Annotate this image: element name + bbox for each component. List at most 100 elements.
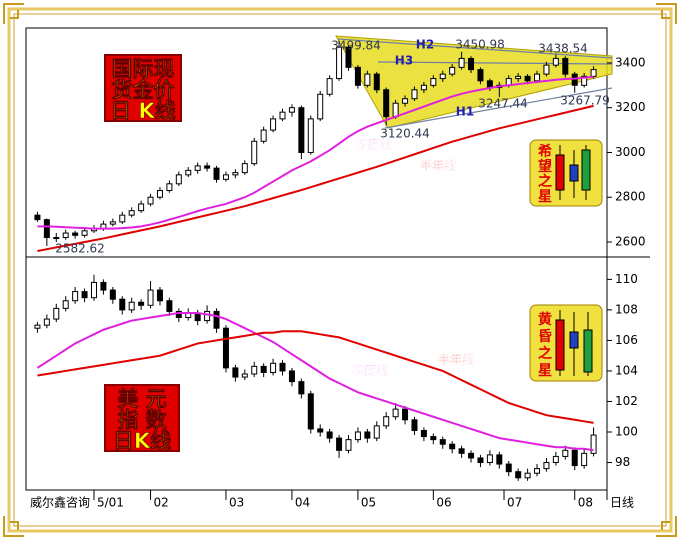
- x-tick-label: 02: [154, 496, 169, 510]
- candle-body: [373, 73, 380, 91]
- candle-body: [411, 89, 418, 100]
- x-tick-label: 03: [229, 496, 244, 510]
- y-tick-label: 108: [615, 302, 638, 316]
- candle-body: [524, 472, 531, 479]
- candle-body: [439, 439, 446, 445]
- title: 日K线: [113, 429, 171, 453]
- candle-body: [458, 448, 465, 454]
- candle-body: [279, 362, 286, 372]
- source-label: 威尔鑫咨询: [30, 495, 90, 510]
- frame-corners: [3, 3, 677, 537]
- candle-body: [402, 98, 409, 104]
- candle-body: [128, 210, 135, 216]
- y-tick-label: 106: [615, 333, 638, 347]
- badge: [529, 139, 603, 382]
- annotation: H2: [416, 38, 434, 52]
- annotation: 3120.44: [380, 127, 430, 141]
- candle-body: [562, 449, 569, 457]
- candle-body: [496, 454, 503, 465]
- y-tick-label: 3000: [615, 145, 646, 159]
- candle-body: [241, 373, 248, 378]
- y-tick-label: 98: [615, 455, 630, 469]
- candle-body: [345, 439, 352, 451]
- candle-body: [364, 73, 371, 86]
- title: 国际现: [112, 57, 175, 81]
- candle-body: [534, 73, 541, 82]
- candle-body: [354, 431, 361, 441]
- candle-body: [411, 419, 418, 431]
- candle-body: [138, 203, 145, 212]
- candle-body: [43, 318, 50, 326]
- candle-body: [524, 75, 531, 82]
- candle-body: [260, 365, 267, 373]
- candle-body: [534, 468, 541, 474]
- candle-body: [420, 429, 427, 438]
- candle-body: [326, 78, 333, 95]
- line-label: 半年线: [438, 352, 474, 367]
- y-tick-label: 2600: [615, 235, 646, 249]
- candle-body: [213, 167, 220, 180]
- candle-body: [34, 324, 41, 329]
- candle-body: [383, 89, 390, 118]
- title-box: [104, 384, 180, 452]
- candle-body: [156, 289, 163, 302]
- candle-body: [62, 300, 69, 309]
- y-tick-label: 110: [615, 272, 638, 286]
- x-tick-label: 06: [436, 496, 451, 510]
- candle-body: [383, 416, 390, 427]
- candle-body: [336, 437, 343, 451]
- candle-body: [449, 443, 456, 450]
- candle-body: [128, 301, 135, 311]
- candle-body: [468, 57, 475, 71]
- candle-body: [317, 93, 324, 120]
- candle-body: [175, 174, 182, 185]
- annotation: 3247.44: [478, 97, 528, 111]
- candle-body: [62, 232, 69, 239]
- badge-label: 之: [538, 173, 552, 190]
- candle-body: [72, 291, 79, 302]
- candle-body: [109, 289, 116, 300]
- candle-body: [251, 140, 258, 165]
- candle-body: [298, 107, 305, 153]
- x-tick-label: 5/01: [97, 496, 124, 510]
- candle-body: [34, 214, 41, 221]
- frame-inner: [13, 13, 667, 527]
- candle-body: [420, 84, 427, 91]
- badge-label: 黄: [538, 311, 552, 328]
- candle-body: [449, 66, 456, 75]
- candle-body: [175, 310, 182, 319]
- candle-body: [147, 196, 154, 205]
- candle-body: [571, 449, 578, 467]
- candle-body: [402, 408, 409, 421]
- frame: [7, 7, 673, 533]
- candle-body: [552, 455, 559, 464]
- candle-body: [307, 393, 314, 430]
- candle-body: [458, 57, 465, 68]
- candle-body: [477, 457, 484, 464]
- candle-body: [373, 425, 380, 439]
- candle-body: [222, 327, 229, 369]
- candle-body: [562, 57, 569, 75]
- candle-body: [119, 214, 126, 223]
- candle-body: [392, 408, 399, 418]
- candle-body: [138, 301, 145, 306]
- x-tick-label: 07: [507, 496, 522, 510]
- channel-lines: [337, 38, 613, 129]
- candle-body: [477, 69, 484, 82]
- candle-body: [185, 169, 192, 176]
- candle-body: [251, 365, 258, 375]
- annotation: 2582.62: [55, 242, 105, 256]
- candle-body: [81, 230, 88, 236]
- candle-body: [392, 102, 399, 118]
- candle-body: [288, 370, 295, 383]
- candle-body: [204, 165, 211, 169]
- candle-body: [147, 289, 154, 306]
- line-label: 季度线: [351, 363, 388, 378]
- annotation: 3438.54: [538, 42, 588, 56]
- candle-body: [53, 237, 60, 240]
- candle-body: [336, 46, 343, 80]
- badge-label: 星: [538, 363, 552, 379]
- candle-body: [505, 463, 512, 473]
- candle-body: [364, 431, 371, 439]
